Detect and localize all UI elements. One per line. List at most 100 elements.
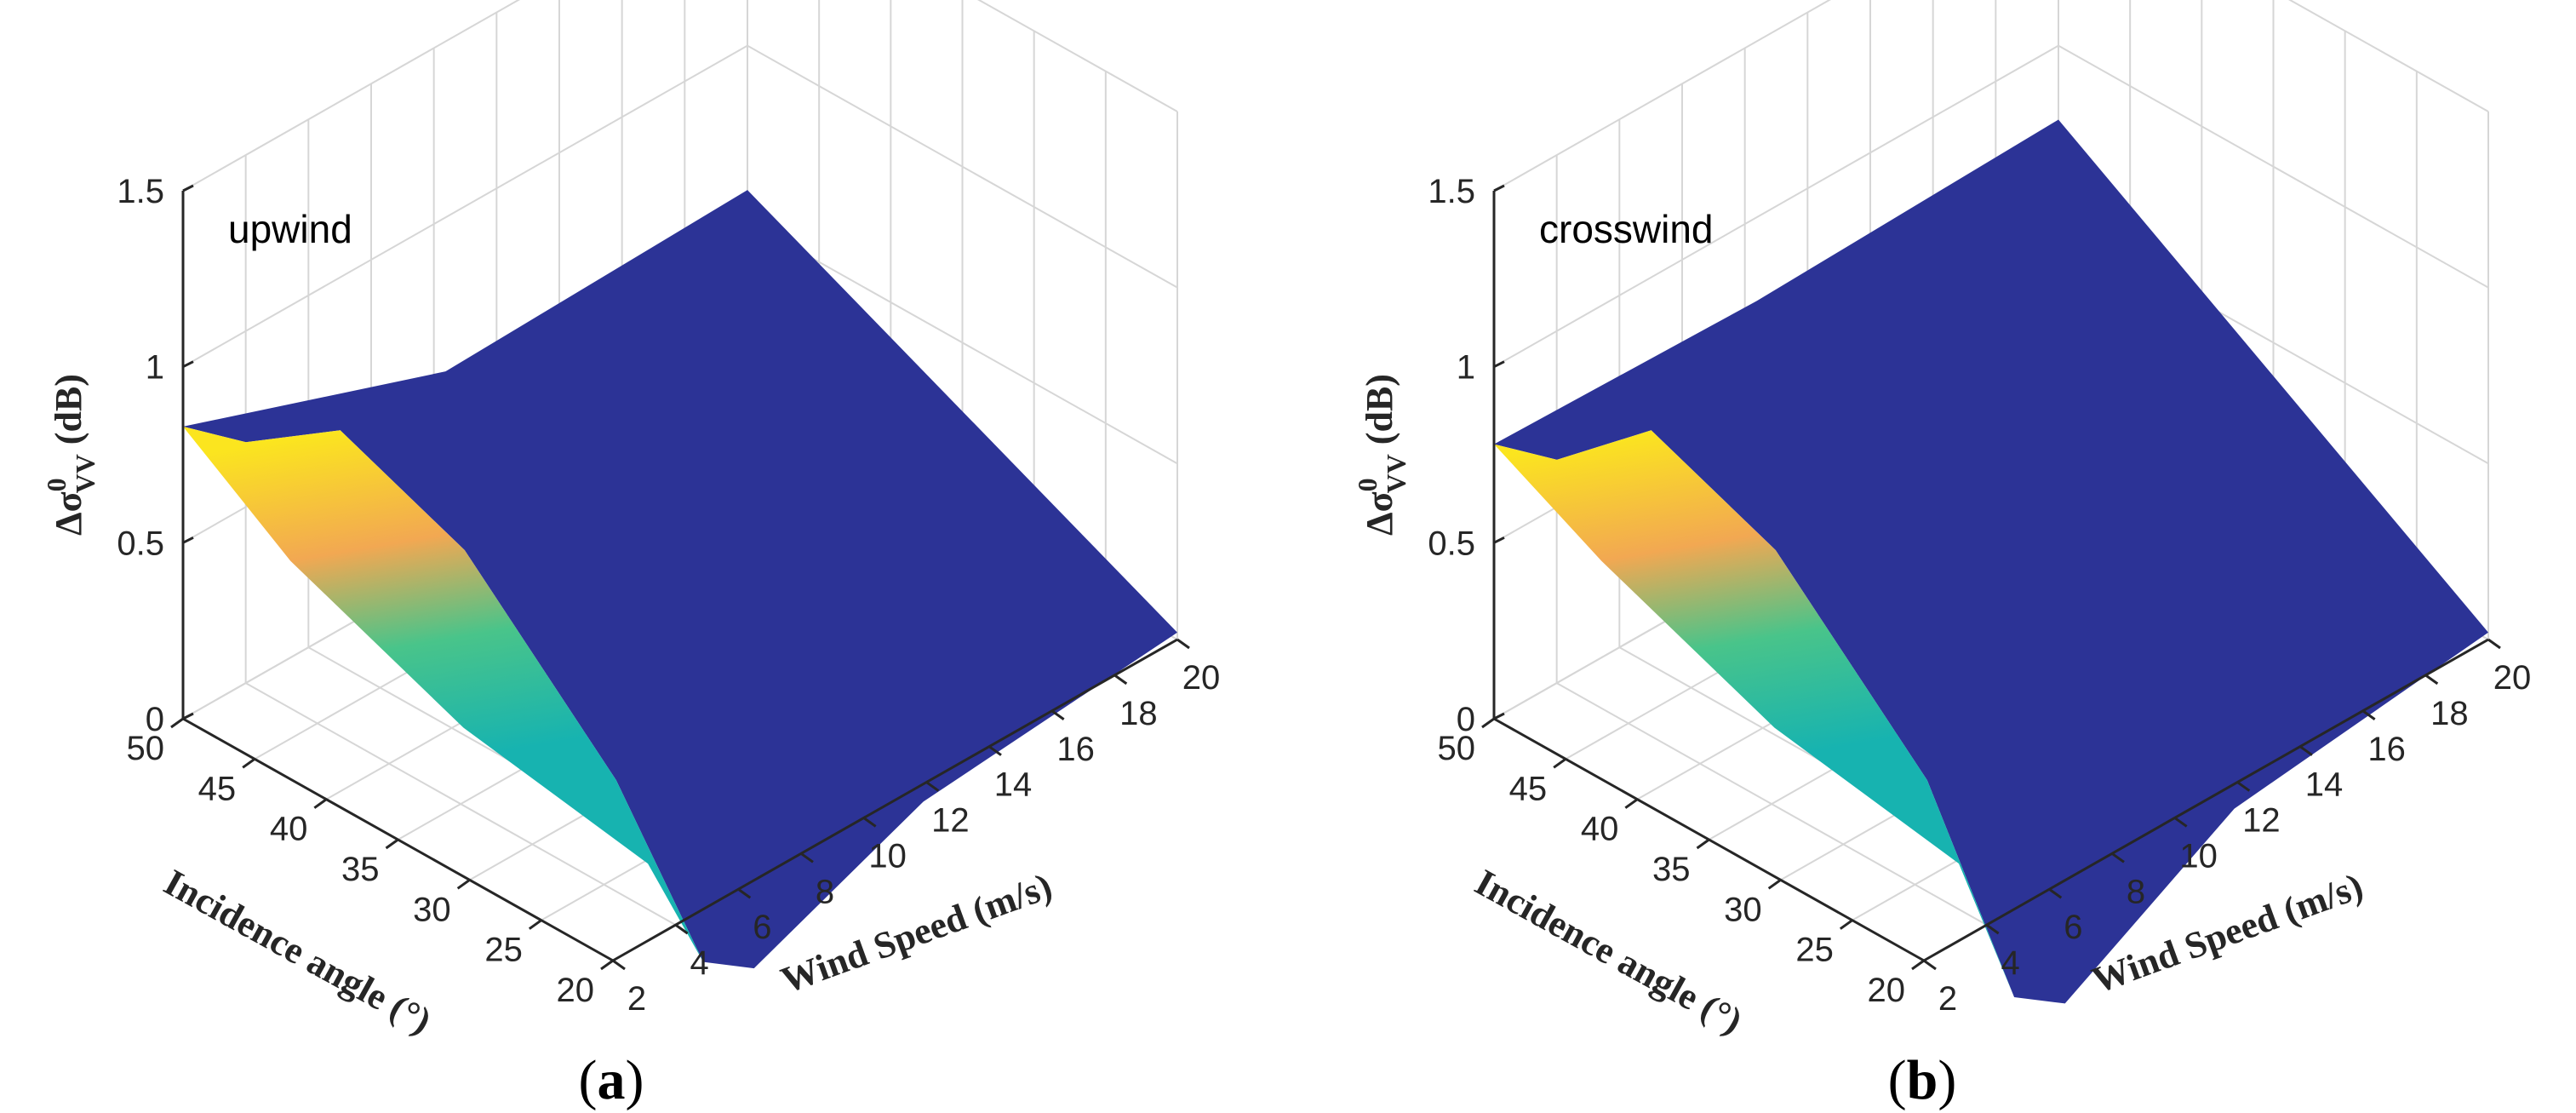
incidence-tick-label: 40: [1581, 811, 1619, 848]
incidence-tick-mark: [170, 717, 184, 729]
z-label-delta: Δσ: [48, 491, 89, 536]
incidence-tick-mark: [313, 798, 328, 809]
grid-line: [977, 0, 1178, 112]
wind-tick-mark: [1923, 959, 1937, 971]
incidence-tick-mark: [456, 879, 471, 890]
z-tick-mark: [182, 184, 194, 192]
wind-tick-label: 2: [1938, 980, 1957, 1018]
incidence-tick-mark: [1696, 838, 1710, 850]
z-label-unit: (dB): [1359, 374, 1400, 454]
panel-label-close: ): [626, 1049, 644, 1111]
z-tick-label: 1.5: [117, 173, 164, 210]
wind-tick-label: 8: [816, 873, 834, 910]
grid-line: [182, 44, 748, 368]
z-tick-label: 0.5: [1428, 525, 1475, 562]
wind-tick-mark: [1176, 638, 1190, 650]
incidence-tick-label: 35: [341, 851, 380, 888]
incidence-tick-label: 30: [413, 891, 451, 928]
incidence-tick-mark: [528, 919, 542, 930]
panel-label: (b): [1888, 1049, 1957, 1111]
wind-tick-label: 18: [1119, 695, 1158, 732]
incidence-tick-mark: [1767, 879, 1782, 890]
z-tick-mark: [1493, 360, 1505, 369]
wind-tick-label: 12: [2242, 802, 2281, 840]
incidence-tick-mark: [600, 959, 614, 971]
wind-tick-label: 8: [2127, 873, 2145, 910]
wind-tick-label: 4: [690, 944, 709, 982]
z-tick-mark: [182, 712, 194, 720]
z-tick-label: 1.5: [1428, 173, 1475, 210]
z-label-sub: VV: [70, 454, 100, 493]
wind-tick-label: 16: [1056, 731, 1095, 768]
wind-tick-label: 16: [2367, 731, 2406, 768]
panel-label-letter: b: [1907, 1049, 1938, 1111]
incidence-tick-label: 20: [1868, 972, 1906, 1009]
z-label-sub: VV: [1381, 454, 1411, 493]
z-tick-label: 0: [1457, 701, 1475, 738]
wind-tick-mark: [2236, 781, 2251, 792]
wind-tick-mark: [612, 959, 626, 971]
z-tick-mark: [182, 360, 194, 369]
wind-tick-mark: [1050, 709, 1065, 720]
incidence-tick-mark: [1553, 758, 1567, 769]
z-label-unit: (dB): [48, 374, 89, 454]
incidence-tick-mark: [1481, 717, 1495, 729]
z-tick-mark: [1493, 536, 1505, 544]
z-tick-mark: [182, 536, 194, 544]
wind-tick-label: 10: [868, 837, 907, 875]
wind-tick-label: 12: [931, 802, 970, 840]
z-label-sup: 0: [1352, 478, 1382, 491]
wind-tick-label: 14: [2305, 766, 2344, 804]
wind-tick-mark: [674, 923, 689, 935]
wind-tick-mark: [988, 745, 1002, 756]
wind-tick-label: 14: [994, 766, 1033, 804]
wind-tick-mark: [862, 817, 877, 828]
wind-tick-label: 6: [753, 909, 771, 946]
incidence-axis-label: Incidence angle (°): [1468, 861, 1749, 1042]
incidence-tick-label: 50: [127, 730, 165, 767]
chart-panel-b: 0 0.5 1 1.5 50 45 40 35 30 25 20 2 4 6 8 10 12 14 16 18 20 In…: [1352, 0, 2531, 1111]
incidence-tick-label: 45: [198, 770, 237, 807]
wind-tick-mark: [2111, 852, 2125, 863]
chart-panel-a: 0 0.5 1 1.5 50 45 40 35 30 25 20 2 4 6 8 10 12 14 16 18 20 In…: [41, 0, 1220, 1111]
wind-tick-label: 20: [2493, 659, 2532, 697]
grid-line: [2288, 0, 2489, 112]
incidence-axis-label: Incidence angle (°): [157, 861, 438, 1042]
wind-tick-mark: [1113, 674, 1128, 686]
z-tick-mark: [1493, 712, 1505, 720]
surface-ridge: [1494, 430, 2015, 998]
wind-tick-mark: [2048, 888, 2063, 899]
grid-line: [1493, 44, 2059, 368]
wind-tick-label: 20: [1182, 659, 1221, 697]
z-tick-label: 0.5: [117, 525, 164, 562]
incidence-tick-label: 40: [270, 811, 308, 848]
wind-tick-mark: [2487, 638, 2501, 650]
incidence-tick-label: 35: [1652, 851, 1691, 888]
incidence-tick-mark: [1624, 798, 1639, 809]
surface: [183, 190, 1177, 969]
wind-axis-line: [1923, 638, 2489, 962]
panel-label-open: (: [579, 1049, 598, 1111]
wind-tick-mark: [2361, 709, 2376, 720]
panel-label: (a): [579, 1049, 644, 1111]
incidence-tick-label: 50: [1438, 730, 1476, 767]
grid-line: [2058, 44, 2489, 289]
z-tick-label: 1: [1457, 349, 1475, 387]
wind-axis-line: [612, 638, 1178, 962]
incidence-tick-label: 20: [557, 972, 595, 1009]
wind-tick-mark: [1985, 923, 2000, 935]
incidence-tick-label: 25: [1795, 932, 1834, 969]
wind-tick-mark: [2424, 674, 2439, 686]
incidence-tick-mark: [1839, 919, 1853, 930]
panel-annotation: upwind: [228, 207, 352, 251]
wind-tick-mark: [2173, 817, 2188, 828]
grid-line: [747, 221, 1178, 465]
wind-tick-mark: [2299, 745, 2313, 756]
z-axis-label: Δσ0VV (dB): [41, 374, 100, 536]
wind-tick-label: 6: [2064, 909, 2082, 946]
incidence-tick-label: 30: [1724, 891, 1762, 928]
grid-line: [747, 44, 1178, 289]
panel-label-letter: a: [598, 1049, 626, 1111]
wind-tick-mark: [800, 852, 814, 863]
